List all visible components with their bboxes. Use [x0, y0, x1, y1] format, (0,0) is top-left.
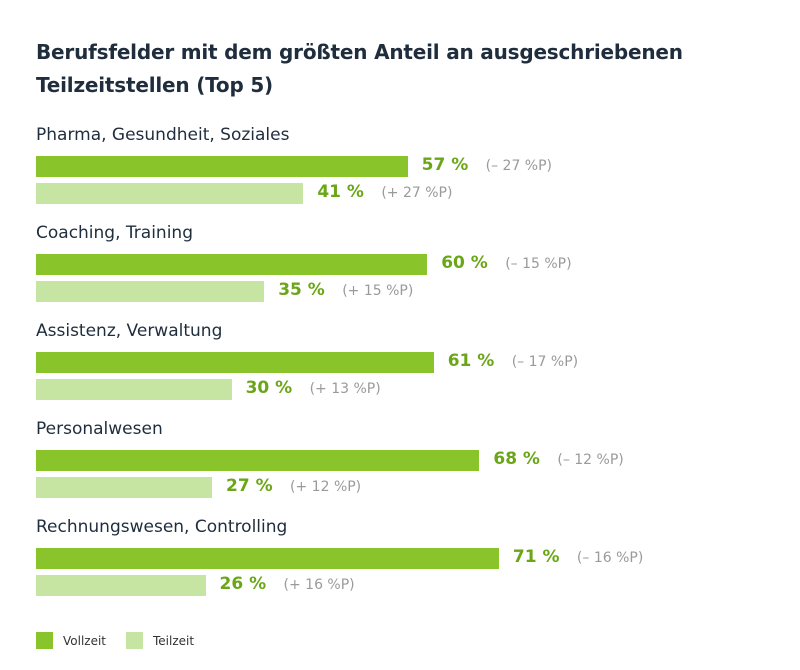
- change-label-vollzeit: (– 15 %P): [505, 256, 572, 272]
- bar-vollzeit: [36, 450, 480, 471]
- value-label-vollzeit: 60 %: [441, 253, 488, 273]
- change-label-vollzeit: (– 27 %P): [485, 158, 553, 174]
- legend-item-vollzeit: Vollzeit: [36, 632, 106, 649]
- value-label-teilzeit: 26 %: [219, 574, 267, 594]
- legend-label-teilzeit: Teilzeit: [153, 633, 195, 648]
- legend-swatch-vollzeit: [36, 632, 53, 649]
- bar-vollzeit: [36, 254, 428, 275]
- category-label: Assistenz, Verwaltung: [36, 321, 223, 341]
- change-label-teilzeit: (+ 13 %P): [309, 381, 381, 397]
- legend-label-vollzeit: Vollzeit: [63, 633, 107, 648]
- value-label-teilzeit: 41 %: [317, 182, 364, 202]
- value-label-teilzeit: 27 %: [226, 476, 273, 496]
- change-label-vollzeit: (– 16 %P): [576, 550, 644, 566]
- bar-teilzeit: [36, 379, 232, 400]
- change-label-teilzeit: (+ 15 %P): [342, 283, 414, 299]
- category-label: Pharma, Gesundheit, Soziales: [36, 125, 290, 145]
- bar-teilzeit: [36, 575, 206, 596]
- bar-teilzeit: [36, 183, 304, 204]
- category-label: Personalwesen: [36, 419, 163, 439]
- change-label-teilzeit: (+ 16 %P): [283, 577, 355, 593]
- value-label-teilzeit: 30 %: [245, 378, 293, 398]
- legend-swatch-teilzeit: [126, 632, 143, 649]
- bar-vollzeit: [36, 156, 408, 177]
- category-label: Coaching, Training: [36, 223, 193, 243]
- change-label-teilzeit: (+ 12 %P): [290, 479, 362, 495]
- legend-item-teilzeit: Teilzeit: [126, 632, 194, 649]
- change-label-vollzeit: (– 17 %P): [511, 354, 579, 370]
- value-label-vollzeit: 68 %: [493, 449, 540, 469]
- value-label-teilzeit: 35 %: [278, 280, 325, 300]
- value-label-vollzeit: 71 %: [512, 547, 560, 567]
- value-label-vollzeit: 57 %: [421, 155, 469, 175]
- value-label-vollzeit: 61 %: [447, 351, 495, 371]
- category-label: Rechnungswesen, Controlling: [36, 517, 288, 537]
- chart-title: Berufsfelder mit dem größten Anteil an a…: [36, 40, 683, 97]
- bar-vollzeit: [36, 548, 499, 569]
- bar-vollzeit: [36, 352, 434, 373]
- change-label-teilzeit: (+ 27 %P): [381, 185, 453, 201]
- bar-teilzeit: [36, 477, 213, 498]
- change-label-vollzeit: (– 12 %P): [557, 452, 624, 468]
- bar-teilzeit: [36, 281, 265, 302]
